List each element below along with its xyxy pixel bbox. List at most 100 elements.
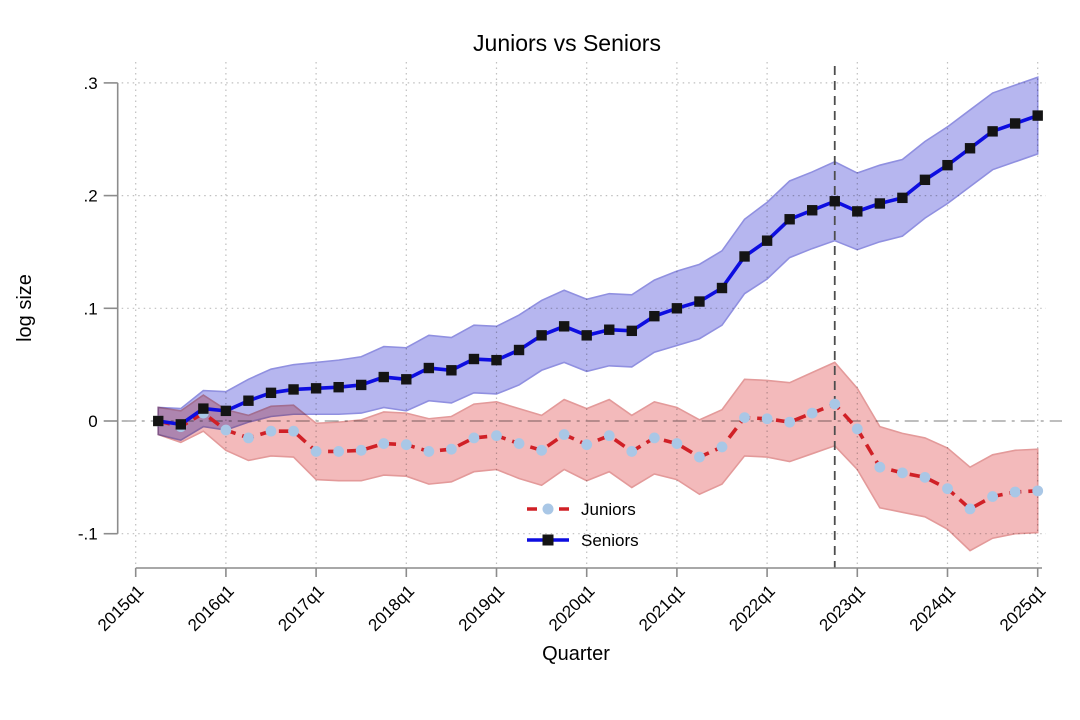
confidence-bands-layer [157, 76, 1039, 552]
data-point-seniors [220, 405, 232, 417]
data-point-seniors [716, 282, 728, 294]
data-point-juniors [942, 483, 953, 495]
data-point-juniors [694, 451, 705, 463]
data-point-juniors [446, 443, 457, 455]
data-point-juniors [829, 398, 841, 410]
series-layer [152, 110, 1044, 515]
data-point-juniors [603, 430, 615, 442]
x-tick-label: 2019q1 [455, 581, 509, 635]
data-point-juniors [716, 441, 728, 453]
data-point-seniors [581, 330, 592, 341]
data-point-seniors [897, 192, 908, 204]
data-point-seniors [401, 374, 412, 385]
x-tick-label: 2018q1 [365, 581, 419, 635]
data-point-seniors [1032, 110, 1043, 121]
data-point-juniors [288, 425, 299, 437]
data-point-seniors [423, 362, 435, 374]
data-point-seniors [604, 324, 615, 335]
confidence-band-seniors [157, 76, 1039, 442]
data-point-seniors [491, 354, 502, 366]
legend: Juniors Seniors [527, 500, 639, 550]
data-point-seniors [852, 206, 863, 217]
data-point-seniors [513, 344, 525, 356]
data-point-juniors [964, 503, 976, 515]
legend-item-seniors: Seniors [527, 531, 639, 550]
y-tick-label: .2 [84, 187, 98, 206]
data-point-seniors [919, 174, 931, 186]
data-point-seniors [626, 325, 637, 337]
data-point-juniors [648, 432, 660, 444]
data-point-seniors [784, 214, 795, 225]
data-point-juniors [987, 491, 998, 502]
data-point-seniors [987, 126, 998, 137]
data-point-seniors [558, 321, 570, 332]
data-point-seniors [198, 403, 209, 414]
legend-label-seniors: Seniors [581, 531, 639, 550]
x-tick-label: 2021q1 [635, 581, 689, 635]
y-tick-label: -.1 [78, 525, 98, 544]
data-point-juniors [400, 439, 412, 451]
data-point-seniors [446, 365, 457, 376]
data-point-juniors [468, 432, 480, 444]
data-point-juniors [536, 444, 547, 456]
x-tick-label: 2016q1 [184, 581, 238, 635]
data-point-juniors [739, 412, 750, 424]
data-point-juniors [1032, 485, 1044, 497]
y-tick-label: .3 [84, 74, 98, 93]
data-point-seniors [671, 303, 683, 314]
data-point-juniors [355, 444, 367, 456]
x-tick-label: 2024q1 [906, 581, 960, 635]
data-point-juniors [851, 423, 863, 435]
data-point-seniors [739, 251, 750, 262]
y-axis-title: log size [14, 274, 36, 342]
data-point-seniors [649, 310, 660, 322]
data-point-juniors [671, 438, 683, 449]
data-point-juniors [919, 471, 931, 483]
data-point-seniors [378, 371, 389, 383]
x-axis-title: Quarter [542, 643, 610, 665]
y-tick-label: 0 [88, 412, 97, 431]
data-point-juniors [513, 438, 525, 449]
data-point-seniors [694, 296, 705, 307]
data-point-seniors [807, 205, 818, 216]
data-point-juniors [220, 424, 232, 436]
legend-item-juniors: Juniors [527, 500, 636, 519]
data-point-juniors [310, 446, 322, 457]
data-point-juniors [761, 413, 773, 425]
data-point-juniors [333, 446, 345, 457]
series-line-seniors [157, 113, 1039, 427]
data-point-seniors [265, 387, 277, 399]
data-point-juniors [423, 446, 435, 457]
data-point-seniors [333, 381, 344, 393]
data-point-juniors [806, 407, 818, 419]
data-point-seniors [829, 196, 840, 207]
x-tick-label: 2015q1 [94, 581, 148, 635]
data-point-juniors [626, 446, 638, 457]
data-point-seniors [153, 415, 164, 427]
data-point-juniors [1009, 486, 1021, 498]
data-point-seniors [468, 353, 480, 365]
data-point-juniors [265, 425, 277, 437]
data-point-seniors [243, 395, 254, 406]
legend-marker-seniors-icon [542, 534, 554, 546]
data-point-seniors [175, 419, 186, 430]
x-tick-label: 2023q1 [816, 581, 870, 635]
data-point-juniors [874, 461, 886, 473]
legend-marker-juniors-icon [542, 503, 554, 515]
data-point-juniors [897, 467, 908, 479]
x-tick-label: 2025q1 [996, 581, 1050, 635]
data-point-seniors [288, 384, 299, 395]
legend-label-juniors: Juniors [581, 500, 636, 519]
chart-title: Juniors vs Seniors [473, 30, 661, 56]
x-tick-label: 2020q1 [545, 581, 599, 635]
data-point-seniors [536, 330, 547, 341]
y-tick-label: .1 [84, 299, 98, 318]
data-point-seniors [1009, 118, 1021, 129]
data-point-juniors [558, 429, 570, 440]
data-point-seniors [356, 379, 367, 391]
data-point-seniors [964, 143, 976, 154]
data-point-juniors [784, 416, 796, 428]
x-tick-label: 2017q1 [274, 581, 328, 635]
